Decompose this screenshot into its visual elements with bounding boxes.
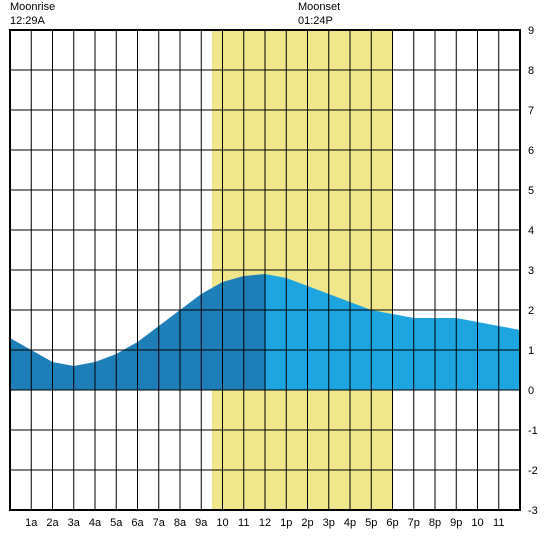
x-tick-label: 1a bbox=[25, 517, 38, 529]
y-tick-label: 1 bbox=[528, 345, 534, 357]
x-tick-label: 4a bbox=[89, 517, 102, 529]
y-tick-label: 3 bbox=[528, 265, 534, 277]
x-tick-label: 5a bbox=[110, 517, 123, 529]
moonrise-label: Moonrise 12:29A bbox=[10, 0, 55, 29]
x-tick-label: 9p bbox=[450, 517, 462, 529]
y-tick-label: -1 bbox=[528, 425, 538, 437]
x-tick-label: 4p bbox=[344, 517, 356, 529]
x-tick-label: 10 bbox=[216, 517, 228, 529]
x-tick-label: 7p bbox=[408, 517, 420, 529]
y-tick-label: 8 bbox=[528, 65, 534, 77]
moonrise-time: 12:29A bbox=[10, 15, 45, 27]
x-tick-label: 7a bbox=[153, 517, 166, 529]
x-tick-label: 8p bbox=[429, 517, 441, 529]
y-tick-label: 2 bbox=[528, 305, 534, 317]
moonset-time: 01:24P bbox=[298, 15, 333, 27]
moonset-text: Moonset bbox=[298, 1, 340, 13]
x-tick-label: 10 bbox=[471, 517, 483, 529]
x-tick-label: 8a bbox=[174, 517, 187, 529]
x-tick-label: 2p bbox=[301, 517, 313, 529]
chart-svg: -3-2-101234567891a2a3a4a5a6a7a8a9a101112… bbox=[0, 0, 550, 550]
y-tick-label: 5 bbox=[528, 185, 534, 197]
x-tick-label: 12 bbox=[259, 517, 271, 529]
x-tick-label: 6a bbox=[131, 517, 144, 529]
tide-chart: Moonrise 12:29A Moonset 01:24P -3-2-1012… bbox=[0, 0, 550, 550]
x-tick-label: 5p bbox=[365, 517, 377, 529]
x-tick-label: 3a bbox=[68, 517, 81, 529]
x-tick-label: 9a bbox=[195, 517, 208, 529]
x-tick-label: 11 bbox=[493, 517, 504, 529]
y-tick-label: 9 bbox=[528, 25, 534, 37]
x-tick-label: 1p bbox=[280, 517, 292, 529]
moonset-label: Moonset 01:24P bbox=[298, 0, 340, 29]
x-tick-label: 11 bbox=[238, 517, 249, 529]
y-tick-label: 6 bbox=[528, 145, 534, 157]
y-tick-label: -2 bbox=[528, 465, 538, 477]
y-tick-label: 0 bbox=[528, 385, 534, 397]
y-tick-label: 4 bbox=[528, 225, 534, 237]
x-tick-label: 2a bbox=[46, 517, 59, 529]
moonrise-text: Moonrise bbox=[10, 1, 55, 13]
x-tick-label: 3p bbox=[323, 517, 335, 529]
y-tick-label: 7 bbox=[528, 105, 534, 117]
x-tick-label: 6p bbox=[386, 517, 398, 529]
y-tick-label: -3 bbox=[528, 505, 538, 517]
